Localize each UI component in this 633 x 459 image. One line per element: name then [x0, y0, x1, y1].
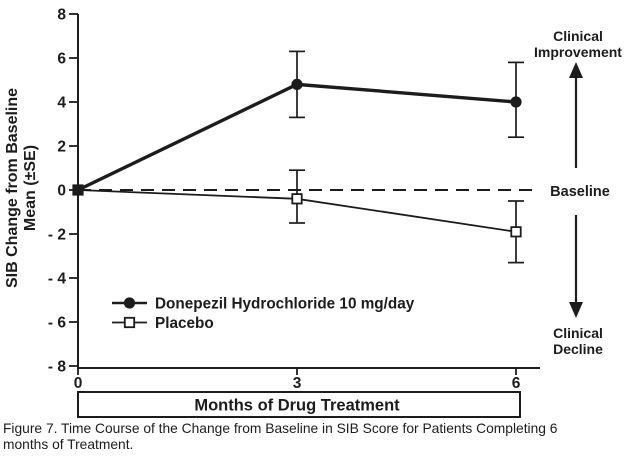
x-tick-label: 3: [293, 375, 302, 392]
figure-caption: Figure 7. Time Course of the Change from…: [3, 421, 558, 453]
baseline-label: Baseline: [550, 184, 610, 200]
series-donepezil: [72, 50, 524, 196]
y-tick-label: 8: [57, 7, 66, 24]
y-axis-title-line1: SIB Change from Baseline: [4, 88, 21, 288]
data-point-marker-circle: [72, 184, 84, 196]
data-point-marker-circle: [291, 78, 303, 90]
x-tick-label: 0: [74, 375, 83, 392]
series-placebo: [72, 169, 524, 264]
y-tick-label: 4: [57, 95, 66, 112]
legend: Donepezil Hydrochloride 10 mg/day Placebo: [112, 296, 415, 332]
y-tick-label: 6: [57, 51, 66, 68]
data-point-marker-square: [291, 193, 303, 205]
data-point-marker-square: [123, 316, 136, 329]
clinical-improvement-label: Improvement: [534, 44, 622, 60]
y-tick-label: - 4: [48, 271, 66, 288]
clinical-decline-label: Clinical: [553, 325, 603, 341]
clinical-decline-label: Decline: [553, 341, 603, 357]
x-axis-title-box: [77, 391, 521, 418]
annotations: ClinicalImprovementBaselineClinicalDecli…: [534, 28, 622, 357]
data-point-marker-circle: [123, 297, 136, 309]
y-tick-label: - 6: [48, 315, 66, 332]
down-arrow-head: [569, 302, 583, 318]
y-tick-label: 0: [57, 183, 66, 200]
y-tick-label: - 8: [48, 359, 66, 376]
clinical-improvement-label: Clinical: [553, 28, 603, 44]
x-axis-title: Months of Drug Treatment: [194, 397, 400, 415]
legend-label: Donepezil Hydrochloride 10 mg/day: [155, 296, 415, 313]
legend-label: Placebo: [155, 315, 214, 332]
y-tick-label: 2: [57, 139, 66, 156]
up-arrow-head: [569, 62, 583, 78]
data-point-marker-square: [510, 226, 522, 238]
y-tick-label: - 2: [48, 227, 66, 244]
y-axis-title-line2: Mean (±SE): [22, 145, 39, 231]
x-tick-label: 6: [512, 375, 521, 392]
data-point-marker-circle: [510, 96, 522, 108]
sib-change-chart: 8 6 4 2 0 - 2 - 4 - 6 - 8 0 3 6 SIB Change from Base…: [4, 7, 622, 418]
